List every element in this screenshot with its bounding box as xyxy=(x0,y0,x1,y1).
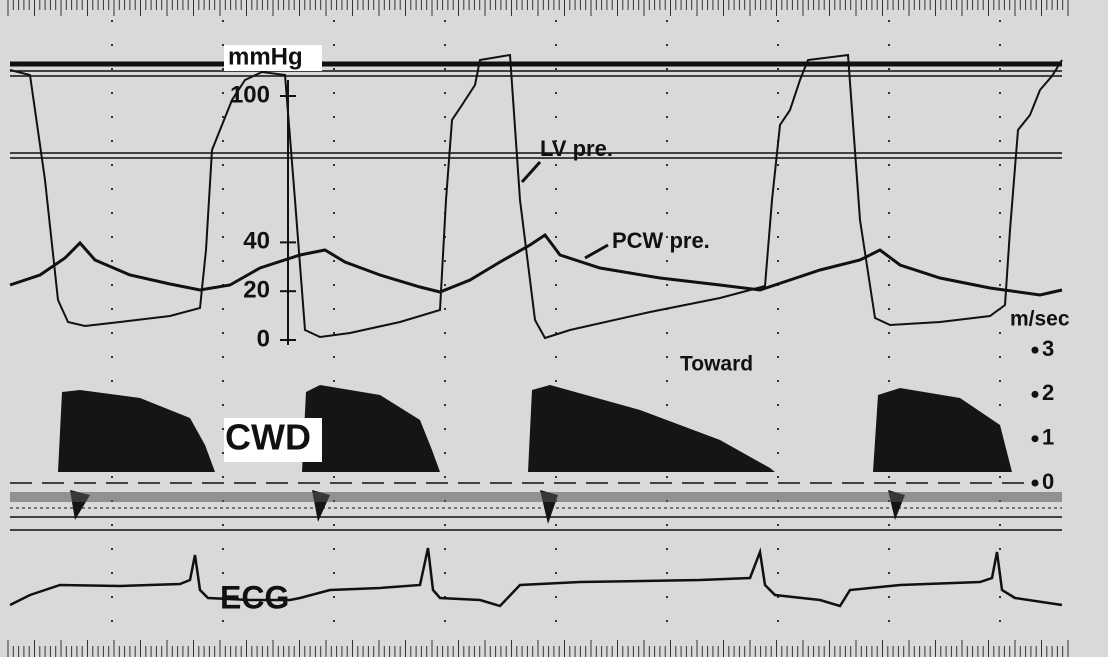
velocity-scale: 3 2 1 0 xyxy=(1031,336,1054,494)
rulers xyxy=(7,0,1069,657)
doppler-signal xyxy=(10,385,1062,524)
lv-label: LV pre. xyxy=(540,136,613,161)
doppler-label: CWD xyxy=(225,417,311,458)
pressure-tick-label: 0 xyxy=(257,325,270,352)
velocity-tick xyxy=(1031,346,1039,354)
pcw-label: PCW pre. xyxy=(612,228,710,253)
velocity-tick xyxy=(1031,390,1039,398)
pressure-tick-label: 100 xyxy=(230,81,270,108)
velocity-tick-label: 0 xyxy=(1042,469,1054,494)
ecg-trace xyxy=(9,547,1063,608)
velocity-unit: m/sec xyxy=(1010,308,1070,331)
velocity-tick-label: 1 xyxy=(1042,425,1054,450)
ecg-label: ECG xyxy=(220,579,289,615)
pressure-tick-label: 40 xyxy=(243,228,270,255)
velocity-tick xyxy=(1031,435,1039,443)
pressure-unit: mmHg xyxy=(228,43,303,70)
unit-box xyxy=(224,45,322,71)
pressure-tick-label: 20 xyxy=(243,277,270,304)
lv-pressure-trace xyxy=(9,53,1063,340)
reference-lines xyxy=(10,61,1062,531)
lv-arrow xyxy=(520,160,542,184)
velocity-tick xyxy=(1031,479,1039,487)
pcw-arrow xyxy=(584,243,609,260)
cwd-box xyxy=(224,418,322,462)
velocity-tick-label: 2 xyxy=(1042,380,1054,405)
velocity-tick-label: 3 xyxy=(1042,336,1054,361)
pcw-pressure-trace xyxy=(9,232,1063,297)
direction-label: Toward xyxy=(680,353,753,376)
pressure-scale: 100 40 20 0 xyxy=(230,81,296,352)
